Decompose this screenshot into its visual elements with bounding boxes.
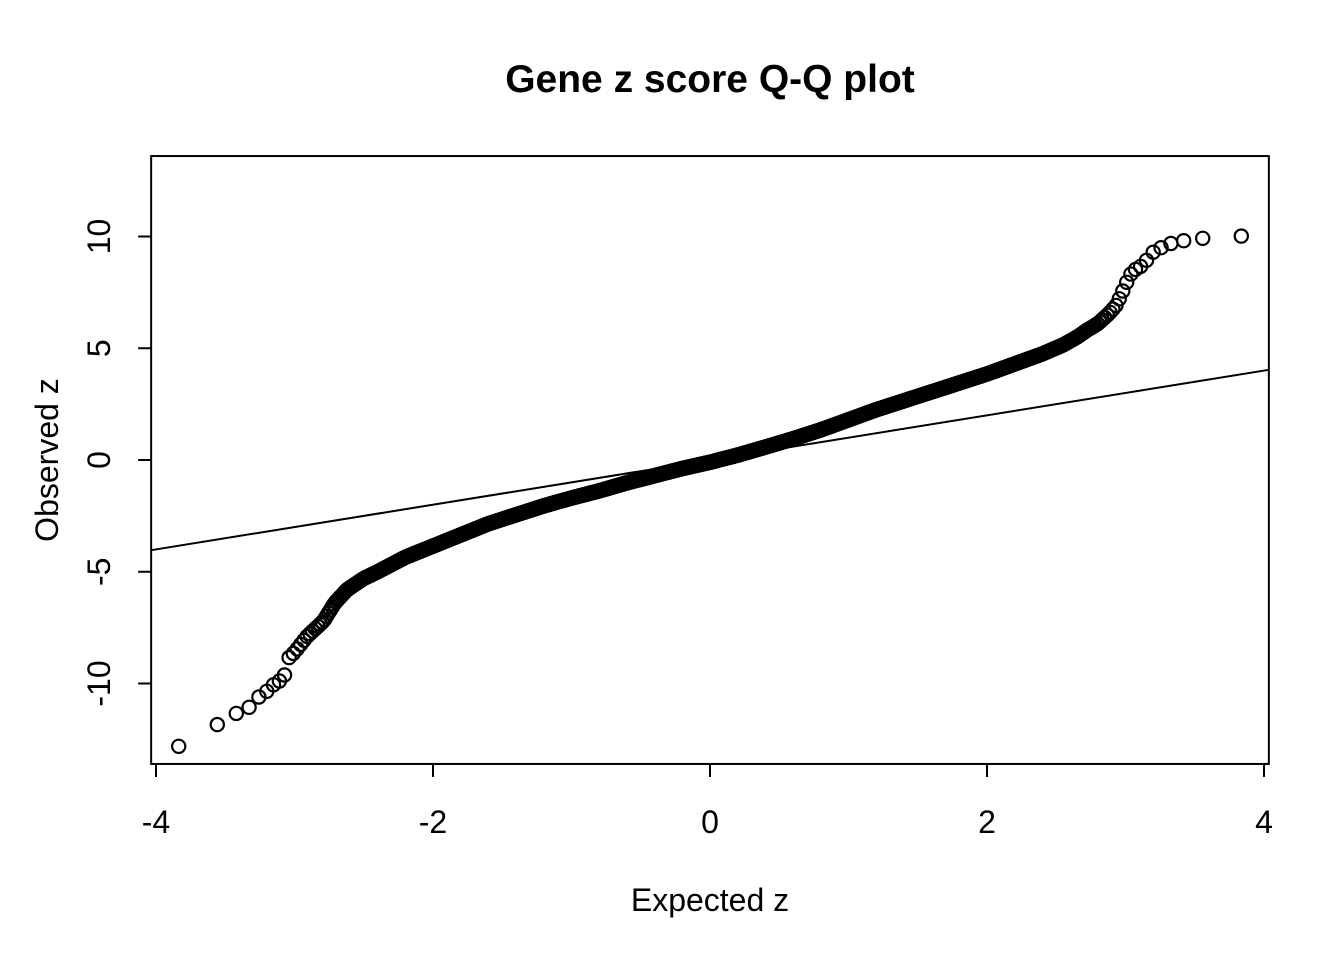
y-tick-label: 5 (81, 339, 117, 357)
x-axis-label: Expected z (631, 882, 789, 918)
x-tick-label: 0 (701, 804, 719, 840)
data-point (1115, 283, 1131, 299)
x-tick-label: -4 (142, 804, 170, 840)
data-point (1111, 291, 1128, 307)
y-tick-label: 0 (81, 451, 117, 469)
data-point (1233, 228, 1250, 244)
x-axis-ticks: -4 -2 0 2 4 (142, 763, 1273, 840)
data-point (209, 716, 225, 733)
data-point (228, 705, 244, 722)
data-point (276, 667, 293, 683)
y-axis-label: Observed z (29, 378, 65, 542)
x-tick-label: 4 (1255, 804, 1273, 840)
data-point (170, 738, 187, 755)
x-tick-label: 2 (978, 804, 996, 840)
x-tick-label: -2 (419, 804, 447, 840)
data-point (1175, 232, 1192, 249)
data-point (285, 645, 301, 662)
data-point (1194, 230, 1211, 246)
y-tick-label: 10 (81, 219, 117, 255)
data-point (1153, 239, 1169, 256)
y-tick-label: -5 (81, 558, 117, 586)
chart-title: Gene z score Q-Q plot (505, 58, 915, 101)
data-point (241, 699, 257, 716)
data-point (281, 649, 297, 666)
data-point (1096, 309, 1113, 326)
data-point (1118, 274, 1135, 290)
data-point (1145, 244, 1161, 260)
y-tick-label: -10 (81, 660, 117, 706)
data-point (1123, 266, 1139, 282)
qq-points (170, 228, 1250, 755)
y-axis-ticks: -10 -5 0 5 10 (81, 219, 152, 707)
